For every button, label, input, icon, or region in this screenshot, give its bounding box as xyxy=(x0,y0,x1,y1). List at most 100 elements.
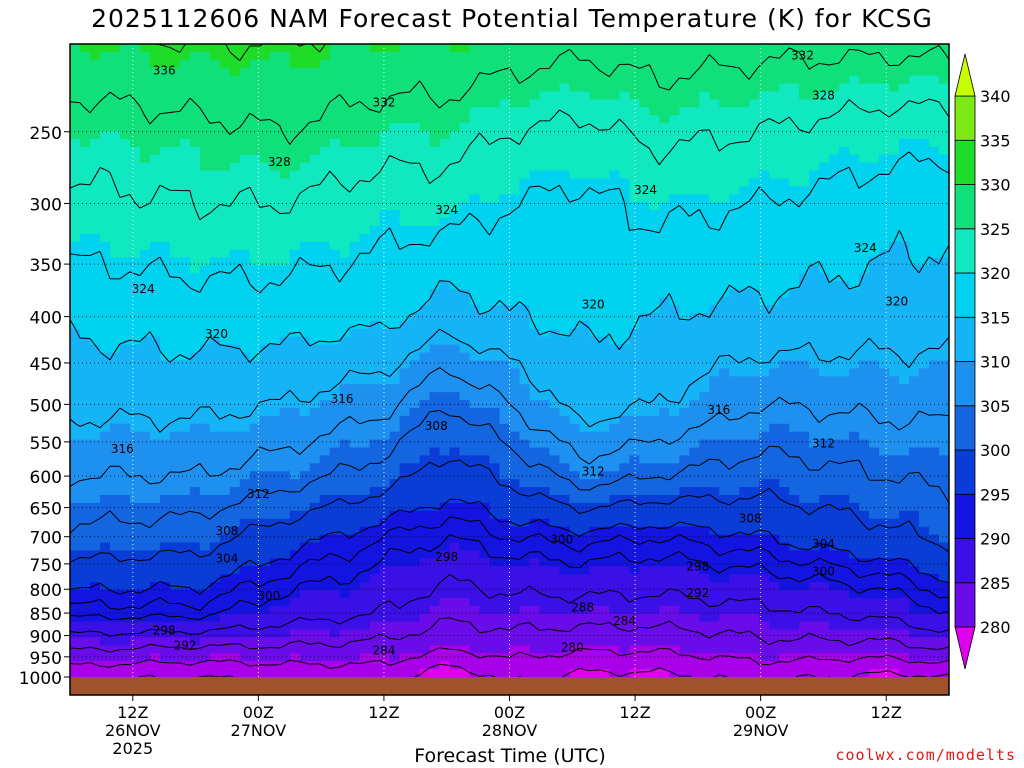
field-cell xyxy=(549,257,561,267)
field-cell xyxy=(369,447,381,457)
field-cell xyxy=(829,138,840,148)
field-cell xyxy=(659,249,670,259)
field-cell xyxy=(809,423,820,433)
field-cell xyxy=(919,162,930,172)
field-cell xyxy=(739,487,750,496)
field-cell xyxy=(759,384,770,393)
field-cell xyxy=(359,313,371,322)
field-cell xyxy=(229,115,241,124)
field-cell xyxy=(849,186,860,195)
field-cell xyxy=(889,344,900,354)
field-cell xyxy=(339,376,351,385)
field-cell xyxy=(899,265,910,275)
field-cell xyxy=(189,384,201,393)
field-cell xyxy=(709,225,720,235)
field-cell xyxy=(699,67,710,77)
field-cell xyxy=(609,75,620,85)
field-cell xyxy=(99,202,111,211)
field-cell xyxy=(569,289,581,298)
field-cell xyxy=(429,455,441,464)
field-cell xyxy=(879,178,890,188)
field-cell xyxy=(139,407,151,417)
field-cell xyxy=(89,463,101,472)
field-cell xyxy=(619,225,630,235)
field-cell xyxy=(349,455,361,464)
field-cell xyxy=(709,162,720,172)
field-cell xyxy=(79,479,91,488)
field-cell xyxy=(329,233,341,243)
field-cell xyxy=(249,186,261,195)
field-cell xyxy=(879,320,890,330)
field-cell xyxy=(609,328,620,338)
field-cell xyxy=(149,384,161,393)
field-cell xyxy=(759,59,770,69)
field-cell xyxy=(909,67,920,77)
field-cell xyxy=(589,91,600,100)
field-cell xyxy=(109,115,121,124)
field-cell xyxy=(239,455,251,464)
field-cell xyxy=(279,218,291,227)
field-cell xyxy=(749,431,760,441)
field-cell xyxy=(219,131,231,140)
field-cell xyxy=(849,218,860,227)
field-cell xyxy=(709,233,720,243)
field-cell xyxy=(929,384,940,393)
field-cell xyxy=(519,257,531,267)
field-cell xyxy=(889,352,900,362)
field-cell xyxy=(799,83,810,93)
field-cell xyxy=(909,241,920,251)
field-cell xyxy=(379,162,391,172)
field-cell xyxy=(649,265,660,275)
field-cell xyxy=(929,186,940,195)
field-cell xyxy=(509,202,521,211)
field-cell xyxy=(829,471,840,480)
field-cell xyxy=(849,407,860,417)
field-cell xyxy=(539,297,551,306)
field-cell xyxy=(899,439,910,449)
field-cell xyxy=(259,376,271,385)
field-cell xyxy=(499,123,511,132)
field-cell xyxy=(549,91,561,100)
field-cell xyxy=(559,249,571,259)
field-cell xyxy=(389,218,401,227)
field-cell xyxy=(489,249,501,259)
field-cell xyxy=(139,162,151,172)
field-cell xyxy=(349,336,361,346)
field-cell xyxy=(909,59,920,69)
field-cell xyxy=(239,320,251,330)
field-cell xyxy=(879,241,890,251)
field-cell xyxy=(179,384,191,393)
field-cell xyxy=(389,431,401,441)
field-cell xyxy=(859,328,870,338)
field-cell xyxy=(419,44,431,53)
field-cell xyxy=(639,281,650,290)
field-cell xyxy=(909,479,920,488)
field-cell xyxy=(399,265,411,275)
field-cell xyxy=(709,186,720,195)
field-cell xyxy=(579,471,591,480)
field-cell xyxy=(559,447,571,457)
field-cell xyxy=(459,91,471,100)
field-cell xyxy=(759,431,770,441)
field-cell xyxy=(329,249,341,259)
field-cell xyxy=(739,479,750,488)
field-cell xyxy=(499,202,511,211)
field-cell xyxy=(149,194,161,203)
field-cell xyxy=(339,463,351,472)
field-cell xyxy=(789,249,800,259)
field-cell xyxy=(879,265,890,275)
field-cell xyxy=(159,447,171,457)
field-cell xyxy=(219,59,231,69)
field-cell xyxy=(649,178,660,188)
field-cell xyxy=(479,241,491,251)
field-cell xyxy=(779,218,790,227)
field-cell xyxy=(669,265,680,275)
field-cell xyxy=(149,463,161,472)
field-cell xyxy=(819,360,830,370)
field-cell xyxy=(369,265,381,275)
field-cell xyxy=(209,218,221,227)
field-cell xyxy=(349,305,361,314)
field-cell xyxy=(349,423,361,433)
field-cell xyxy=(579,138,591,148)
field-cell xyxy=(629,487,640,496)
